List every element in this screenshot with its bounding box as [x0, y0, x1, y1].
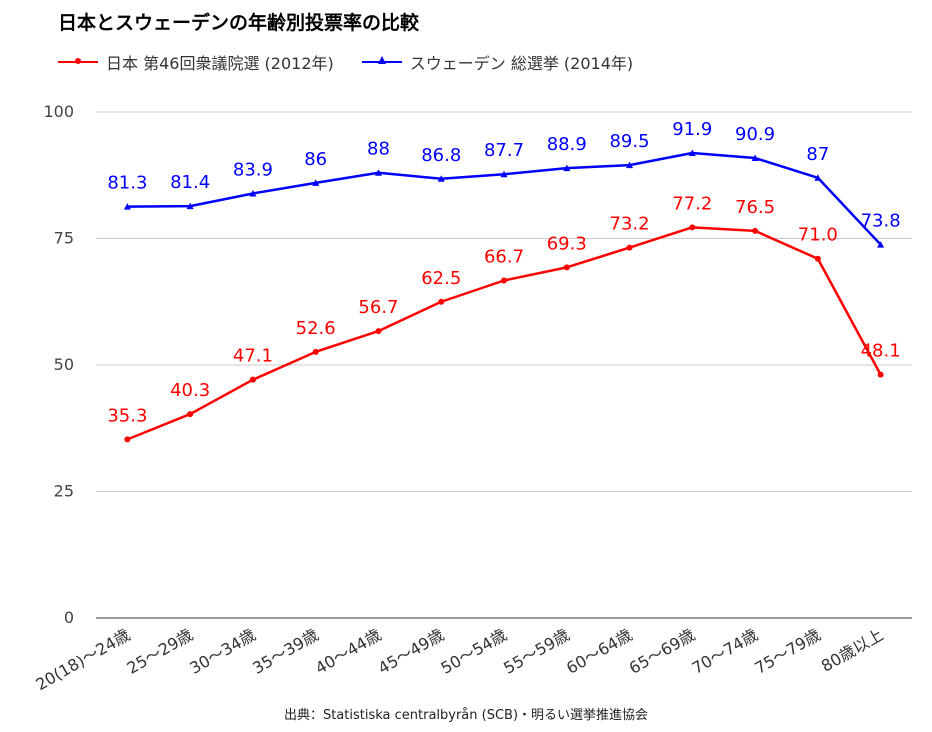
x-tick-label: 45〜49歳	[375, 625, 447, 678]
data-label: 83.9	[233, 159, 273, 180]
data-point	[752, 227, 759, 234]
data-label: 62.5	[421, 268, 461, 289]
x-tick-label: 75〜79歳	[751, 625, 823, 678]
y-tick-label: 100	[43, 102, 74, 121]
legend-item-sweden: スウェーデン 総選挙 (2014年)	[361, 50, 634, 74]
data-point	[312, 348, 319, 355]
data-label: 88	[367, 139, 390, 160]
data-label: 52.6	[296, 318, 336, 339]
data-label: 73.2	[609, 214, 649, 235]
data-point	[814, 174, 822, 181]
data-point	[123, 203, 131, 210]
data-point	[186, 202, 194, 210]
y-tick-label: 50	[54, 355, 74, 374]
data-label: 87.7	[484, 140, 524, 161]
x-tick-label: 55〜59歳	[500, 625, 572, 678]
data-label: 71.0	[798, 225, 838, 246]
data-point	[249, 376, 256, 383]
data-point	[312, 179, 320, 186]
x-tick-label: 80歳以上	[818, 625, 887, 676]
data-point	[877, 241, 885, 248]
x-tick-label: 40〜44歳	[312, 625, 384, 678]
x-tick-label: 30〜34歳	[186, 625, 258, 678]
data-point	[626, 244, 633, 251]
data-point	[438, 298, 445, 305]
data-point	[688, 149, 696, 156]
data-point	[626, 161, 634, 169]
legend-item-japan: 日本 第46回衆議院選 (2012年)	[58, 50, 334, 74]
legend-swatch-sweden	[361, 56, 402, 64]
x-tick-label: 50〜54歳	[438, 625, 510, 678]
chart-title: 日本とスウェーデンの年齢別投票率の比較	[58, 12, 420, 34]
y-tick-label: 0	[64, 608, 74, 627]
y-tick-label: 25	[54, 482, 74, 501]
data-label: 47.1	[233, 346, 273, 367]
chart-legend: 日本 第46回衆議院選 (2012年) スウェーデン 総選挙 (2014年)	[58, 50, 661, 74]
y-tick-label: 75	[54, 229, 74, 248]
data-label: 91.9	[672, 119, 712, 140]
legend-label-sweden: スウェーデン 総選挙 (2014年)	[409, 54, 634, 73]
data-label: 90.9	[735, 124, 775, 145]
data-point	[501, 277, 507, 284]
data-point	[563, 264, 570, 271]
data-label: 89.5	[609, 131, 649, 152]
data-label: 48.1	[861, 341, 901, 362]
data-label: 87	[806, 144, 829, 165]
data-label: 66.7	[484, 246, 524, 267]
data-point	[187, 411, 194, 418]
data-point	[249, 189, 257, 197]
data-label: 86	[304, 149, 327, 170]
data-point	[500, 170, 508, 178]
data-point	[877, 371, 884, 378]
source-note: 出典：Statistiska centralbyrån (SCB)・明るい選挙推…	[283, 708, 649, 723]
data-point	[374, 169, 382, 176]
data-label: 40.3	[170, 380, 210, 401]
data-label: 56.7	[358, 297, 398, 318]
data-label: 88.9	[547, 134, 587, 155]
data-point	[375, 328, 382, 335]
data-label: 81.4	[170, 172, 210, 193]
x-tick-label: 70〜74歳	[689, 625, 761, 678]
x-tick-label: 25〜29歳	[124, 625, 196, 678]
data-point	[689, 224, 696, 231]
data-label: 73.8	[861, 211, 901, 232]
data-point	[563, 164, 571, 172]
data-label: 69.3	[547, 233, 587, 254]
data-point	[751, 154, 759, 162]
legend-label-japan: 日本 第46回衆議院選 (2012年)	[106, 54, 334, 73]
data-point	[437, 175, 445, 182]
x-tick-label: 20(18)〜24歳	[32, 625, 133, 694]
x-tick-label: 60〜64歳	[563, 625, 635, 678]
data-point	[814, 255, 821, 262]
data-label: 35.3	[107, 405, 147, 426]
legend-swatch-japan	[58, 58, 98, 64]
x-tick-label: 65〜69歳	[626, 625, 698, 678]
x-tick-label: 35〜39歳	[249, 625, 321, 678]
data-label: 77.2	[672, 193, 712, 214]
data-label: 76.5	[735, 197, 775, 218]
data-point	[124, 436, 131, 443]
data-label: 81.3	[107, 173, 147, 194]
data-label: 86.8	[421, 145, 461, 166]
